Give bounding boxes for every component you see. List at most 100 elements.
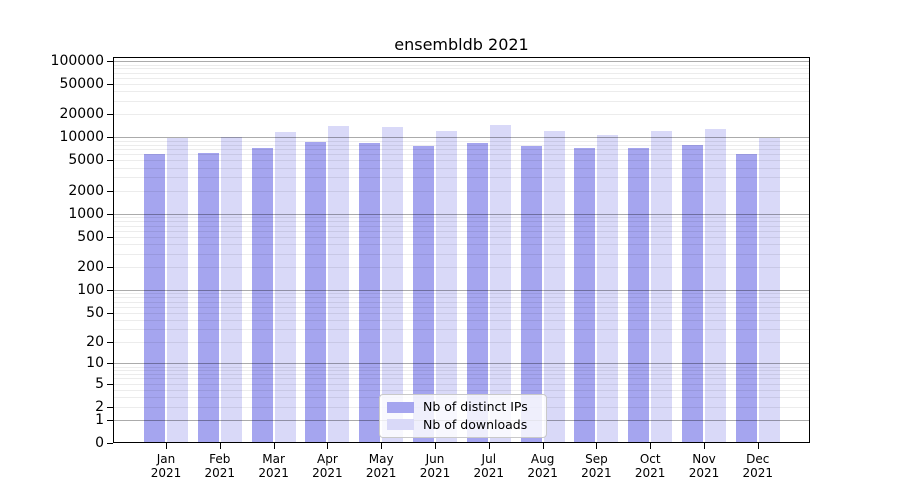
bar-ips-jan [144, 153, 165, 443]
y-tick-label: 500 [77, 228, 104, 245]
bar-downloads-mar [274, 131, 296, 443]
x-tick-mark [542, 443, 544, 449]
gridline-minor [113, 225, 810, 227]
x-tick-mark [166, 443, 167, 449]
y-tick-label: 100 [77, 281, 104, 298]
y-tick-mark [107, 267, 113, 268]
gridline-minor [113, 68, 810, 70]
gridline-minor [113, 312, 810, 314]
gridline-minor [113, 177, 810, 179]
x-tick-label: Apr 2021 [312, 452, 343, 480]
x-tick-mark [704, 443, 705, 449]
x-tick-mark [273, 443, 275, 449]
x-tick-label: May 2021 [365, 452, 397, 480]
x-tick-mark [650, 443, 652, 449]
x-tick-label: Sep 2021 [581, 452, 612, 480]
y-tick-mark [107, 61, 113, 62]
x-tick-mark [757, 443, 759, 449]
y-tick-label: 50000 [59, 76, 104, 92]
y-tick-mark [107, 236, 113, 238]
gridline-minor [113, 221, 810, 223]
y-tick-label: 10 [86, 355, 104, 372]
bar-downloads-oct [651, 130, 673, 443]
legend-swatch-distinct-ips [387, 401, 414, 413]
y-tick-mark [107, 137, 113, 139]
x-tick-label: Feb 2021 [204, 452, 236, 480]
legend-label-downloads: Nb of downloads [423, 416, 528, 432]
gridline-minor [113, 64, 810, 66]
y-tick-mark [107, 342, 113, 343]
gridline-minor [113, 190, 810, 192]
gridline-minor [113, 167, 810, 169]
gridline-minor [113, 230, 810, 232]
y-tick-label: 1 [95, 412, 104, 428]
y-tick-label: 1000 [68, 205, 104, 222]
y-tick-mark [107, 84, 113, 85]
bar-ips-may [359, 143, 381, 443]
gridline-minor [113, 217, 810, 219]
y-tick-label: 5000 [68, 152, 104, 169]
x-tick-mark [596, 443, 598, 449]
gridline-minor [113, 342, 810, 343]
gridline-minor [113, 329, 810, 331]
gridline-minor [113, 293, 810, 295]
gridline-minor [113, 140, 810, 142]
y-tick-mark [107, 383, 113, 385]
gridline-major [113, 289, 810, 291]
x-tick-label: Dec 2021 [742, 452, 774, 480]
y-tick-mark [107, 443, 113, 444]
legend-item-downloads: Nb of downloads [380, 416, 546, 432]
gridline-minor [113, 306, 810, 308]
y-tick-mark [107, 114, 113, 116]
bar-ips-jul [466, 143, 488, 443]
gridline-minor [113, 301, 810, 303]
gridline-minor [113, 383, 810, 385]
y-tick-mark [107, 160, 113, 162]
gridline-minor [113, 366, 810, 368]
y-tick-mark [107, 213, 113, 215]
gridline-major [113, 363, 810, 365]
x-tick-label: Oct 2021 [634, 452, 666, 480]
bar-downloads-apr [328, 125, 350, 443]
x-tick-mark [327, 443, 329, 449]
y-tick-label: 50 [86, 304, 104, 321]
bar-downloads-jul [489, 125, 511, 443]
legend: Nb of distinct IPs Nb of downloads [379, 394, 547, 438]
gridline-minor [113, 319, 810, 321]
legend-swatch-downloads [387, 419, 414, 431]
gridline-minor [113, 84, 810, 85]
x-tick-mark [219, 443, 221, 449]
bar-ips-jun [413, 146, 434, 443]
y-tick-label: 200 [77, 259, 104, 275]
gridline-minor [113, 297, 810, 299]
x-tick-label: Nov 2021 [688, 452, 720, 480]
bar-ips-dec [735, 153, 757, 443]
gridline-minor [113, 244, 810, 246]
bar-downloads-dec [758, 138, 780, 443]
x-tick-label: Mar 2021 [258, 452, 289, 480]
y-tick-mark [107, 289, 113, 291]
legend-label-distinct-ips: Nb of distinct IPs [423, 399, 528, 415]
gridline-minor [113, 370, 810, 372]
gridline-minor [113, 77, 810, 79]
gridline-minor [113, 389, 810, 391]
bar-ips-sep [574, 148, 596, 443]
bar-downloads-sep [597, 135, 619, 443]
gridline-minor [113, 236, 810, 238]
gridline-minor [113, 72, 810, 74]
bar-downloads-jun [436, 131, 457, 443]
bar-downloads-jan [167, 137, 188, 443]
gridline-major [113, 213, 810, 215]
gridline-minor [113, 91, 810, 93]
gridline-minor [113, 378, 810, 380]
bar-downloads-aug [543, 130, 565, 443]
x-tick-mark [488, 443, 490, 449]
chart-title: ensembldb 2021 [394, 35, 529, 54]
gridline-minor [113, 154, 810, 156]
y-tick-label: 10000 [59, 129, 104, 146]
y-tick-mark [107, 420, 113, 421]
gridline-minor [113, 267, 810, 268]
y-tick-mark [107, 363, 113, 365]
y-tick-label: 20000 [59, 106, 104, 123]
y-tick-label: 100000 [50, 53, 104, 69]
